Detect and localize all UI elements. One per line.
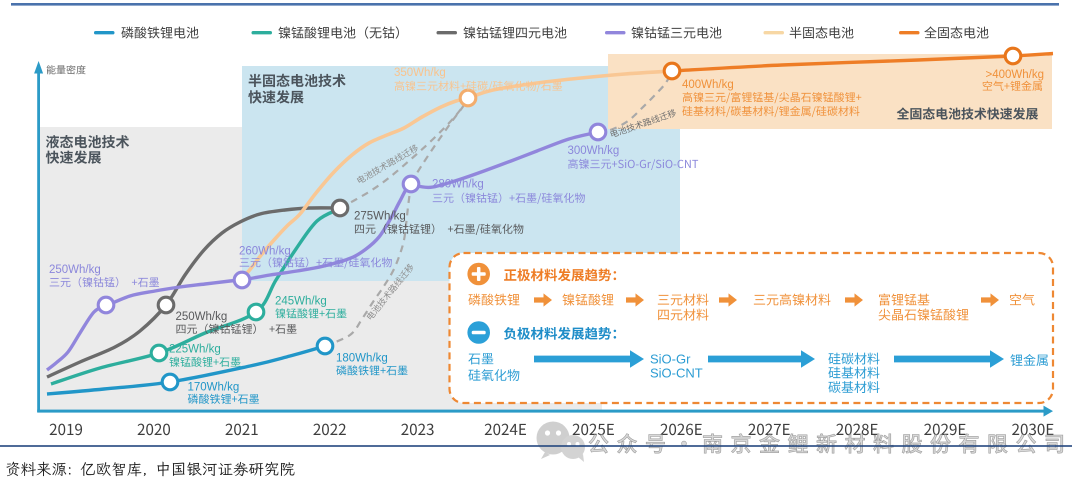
svg-text:180Wh/kg: 180Wh/kg	[336, 353, 388, 365]
svg-text:>400Wh/kg: >400Wh/kg	[986, 69, 1045, 81]
svg-text:SiO-Gr: SiO-Gr	[650, 352, 691, 367]
svg-text:245Wh/kg: 245Wh/kg	[275, 296, 327, 308]
svg-text:SiO-CNT: SiO-CNT	[650, 366, 703, 381]
svg-text:250Wh/kg: 250Wh/kg	[176, 311, 228, 323]
svg-text:250Wh/kg: 250Wh/kg	[49, 264, 101, 276]
svg-text:170Wh/kg: 170Wh/kg	[188, 382, 240, 394]
svg-text:280Wh/kg: 280Wh/kg	[432, 179, 484, 191]
svg-text:400Wh/kg: 400Wh/kg	[682, 79, 734, 91]
svg-text:350Wh/kg: 350Wh/kg	[394, 67, 446, 79]
svg-text:225Wh/kg: 225Wh/kg	[169, 344, 221, 356]
svg-text:275Wh/kg: 275Wh/kg	[354, 211, 406, 223]
svg-text:260Wh/kg: 260Wh/kg	[239, 246, 291, 258]
svg-text:300Wh/kg: 300Wh/kg	[568, 145, 620, 157]
